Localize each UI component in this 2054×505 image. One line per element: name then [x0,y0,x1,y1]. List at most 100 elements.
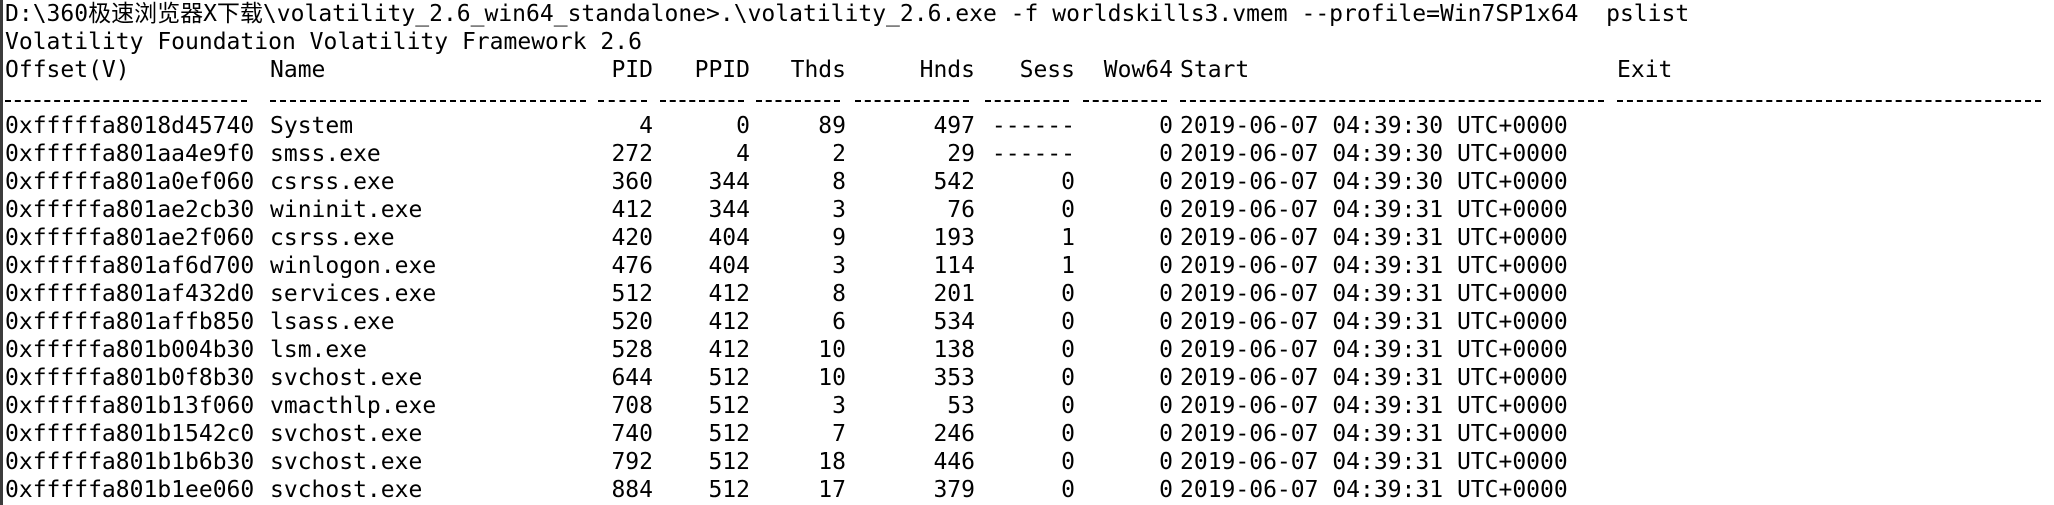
table-row: 0xfffffa801b1ee060 svchost.exe 884 512 17 379… [5,476,2045,504]
cell-ppid: 0 [736,113,750,139]
separator-dashes [270,100,586,104]
cell-start: 2019-06-07 04:39:31 UTC+0000 [1180,365,1568,391]
command-line: D:\360极速浏览器X下载\volatility_2.6_win64_stan… [5,1,1690,27]
cell-hnds: 246 [933,421,975,447]
cell-hnds: 193 [933,225,975,251]
table-row: 0xfffffa801af432d0 services.exe 512 412 8 201… [5,280,2045,308]
cell-offset: 0xfffffa801b1542c0 [5,421,255,447]
cell-sess: 0 [1061,449,1075,475]
cell-ppid: 512 [708,365,750,391]
cell-wow64: 0 [1159,113,1173,139]
header-exit: Exit [1617,57,1673,83]
cell-wow64: 0 [1159,449,1173,475]
cell-pid: 4 [639,113,653,139]
cell-ppid: 512 [708,393,750,419]
cell-thds: 6 [832,309,846,335]
separator-dashes [598,100,647,104]
table-row: 0xfffffa801b13f060 vmacthlp.exe 708 512 3 53 0… [5,392,2045,420]
separator-dashes [660,100,744,104]
cell-sess: 0 [1061,309,1075,335]
cell-pid: 644 [611,365,653,391]
cell-offset: 0xfffffa801b004b30 [5,337,255,363]
cell-name: lsm.exe [270,337,367,363]
cell-hnds: 542 [933,169,975,195]
cell-thds: 8 [832,169,846,195]
cell-pid: 740 [611,421,653,447]
table-row: 0xfffffa801affb850 lsass.exe 520 412 6 534 0 0 2… [5,308,2045,336]
cell-offset: 0xfffffa801b13f060 [5,393,255,419]
table-row: 0xfffffa801ae2f060 csrss.exe 420 404 9 193 1 0 2… [5,224,2045,252]
cell-name: lsass.exe [270,309,395,335]
cell-pid: 420 [611,225,653,251]
cell-ppid: 404 [708,253,750,279]
cell-hnds: 201 [933,281,975,307]
cell-start: 2019-06-07 04:39:30 UTC+0000 [1180,113,1568,139]
cell-start: 2019-06-07 04:39:31 UTC+0000 [1180,253,1568,279]
cell-wow64: 0 [1159,169,1173,195]
cell-name: svchost.exe [270,365,423,391]
header-offset: Offset(V) [5,57,130,83]
cell-hnds: 53 [947,393,975,419]
cell-sess: 0 [1061,365,1075,391]
cell-offset: 0xfffffa801b0f8b30 [5,365,255,391]
cell-ppid: 412 [708,281,750,307]
table-separator [5,84,2045,112]
separator-dashes [1617,100,2041,104]
cell-thds: 17 [818,477,846,503]
cell-hnds: 446 [933,449,975,475]
cell-thds: 10 [818,365,846,391]
cell-start: 2019-06-07 04:39:31 UTC+0000 [1180,337,1568,363]
separator-dashes [756,100,840,104]
cell-thds: 18 [818,449,846,475]
separator-dashes [985,100,1069,104]
header-sess: Sess [1019,57,1075,83]
cell-thds: 2 [832,141,846,167]
cell-thds: 89 [818,113,846,139]
cell-pid: 476 [611,253,653,279]
separator-dashes [5,100,247,104]
cell-hnds: 138 [933,337,975,363]
cell-pid: 884 [611,477,653,503]
cell-offset: 0xfffffa8018d45740 [5,113,255,139]
cell-start: 2019-06-07 04:39:31 UTC+0000 [1180,393,1568,419]
cell-offset: 0xfffffa801a0ef060 [5,169,255,195]
cell-pid: 520 [611,309,653,335]
cell-thds: 3 [832,197,846,223]
cell-pid: 512 [611,281,653,307]
separator-dashes [1180,100,1604,104]
table-row: 0xfffffa801ae2cb30 wininit.exe 412 344 3 76 0 0… [5,196,2045,224]
cell-name: vmacthlp.exe [270,393,437,419]
cell-start: 2019-06-07 04:39:31 UTC+0000 [1180,309,1568,335]
banner-line: Volatility Foundation Volatility Framewo… [5,29,642,55]
cell-name: svchost.exe [270,449,423,475]
cell-name: wininit.exe [270,197,423,223]
cell-name: csrss.exe [270,169,395,195]
cell-wow64: 0 [1159,225,1173,251]
cell-start: 2019-06-07 04:39:31 UTC+0000 [1180,421,1568,447]
cell-ppid: 512 [708,477,750,503]
cell-ppid: 344 [708,169,750,195]
cell-name: services.exe [270,281,437,307]
table-row: 0xfffffa801b0f8b30 svchost.exe 644 512 10 353… [5,364,2045,392]
cell-wow64: 0 [1159,253,1173,279]
cell-start: 2019-06-07 04:39:31 UTC+0000 [1180,281,1568,307]
cell-ppid: 412 [708,309,750,335]
cell-wow64: 0 [1159,309,1173,335]
cell-pid: 708 [611,393,653,419]
header-name: Name [270,57,326,83]
cell-sess: 0 [1061,337,1075,363]
header-ppid: PPID [694,57,750,83]
cell-sess: 1 [1061,225,1075,251]
cell-hnds: 497 [933,113,975,139]
cell-start: 2019-06-07 04:39:31 UTC+0000 [1180,477,1568,503]
cell-hnds: 353 [933,365,975,391]
cell-sess: 0 [1061,281,1075,307]
cell-wow64: 0 [1159,477,1173,503]
cell-wow64: 0 [1159,337,1173,363]
cell-hnds: 379 [933,477,975,503]
cell-offset: 0xfffffa801affb850 [5,309,255,335]
cell-thds: 9 [832,225,846,251]
table-row: 0xfffffa8018d45740 System 4 0 89 497 ------ 0 20… [5,112,2045,140]
table-header: Offset(V) Name PID PPID Thds Hnds Sess Wow64 Sta… [5,56,2045,84]
